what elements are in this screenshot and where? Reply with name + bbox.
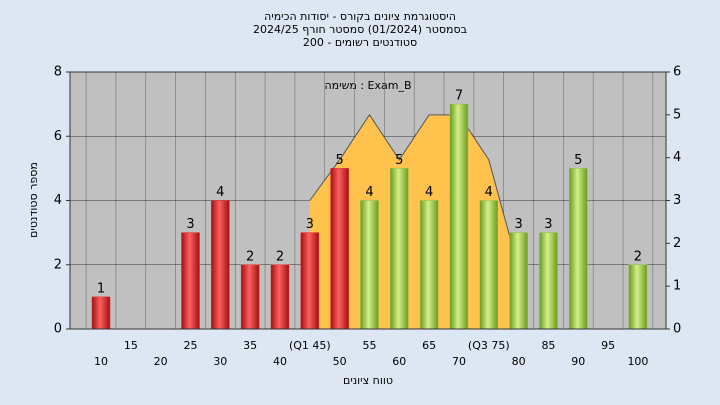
- bar: [539, 232, 558, 330]
- data-label: 5: [574, 153, 582, 168]
- y-tick-label: 2: [54, 257, 62, 272]
- data-label: 5: [395, 153, 403, 168]
- x-tick-label: 25: [183, 339, 197, 352]
- data-label: 5: [335, 153, 343, 168]
- data-label: 2: [276, 249, 284, 264]
- data-label: 1: [97, 281, 105, 296]
- bar: [509, 232, 528, 330]
- y-tick-label: 4: [54, 193, 62, 208]
- x-tick-label: 40: [273, 355, 287, 368]
- x-tick-label: 50: [333, 355, 347, 368]
- data-label: 3: [186, 217, 194, 232]
- x-tick-label: 20: [154, 355, 168, 368]
- y-tick-label: 8: [54, 65, 62, 80]
- y2-tick-label: 2: [673, 236, 681, 251]
- y-axis-label: מספר סטודנטים: [27, 162, 40, 238]
- bar: [628, 264, 648, 330]
- y2-tick-label: 0: [673, 322, 681, 337]
- x-tick-label: (Q1 45): [289, 339, 331, 352]
- x-axis-label: טווח ציונים: [343, 374, 393, 387]
- y-tick-label: 0: [54, 322, 62, 337]
- x-tick-label: 80: [512, 355, 526, 368]
- y2-tick-label: 3: [673, 193, 681, 208]
- x-tick-label: 55: [362, 339, 376, 352]
- chart-subtitle: סטודנטים רשומים - 200: [303, 36, 417, 49]
- bar: [390, 168, 409, 330]
- chart-subtitle: בסמסטר (01/2024) סמסטר חורף 2024/25: [253, 23, 467, 36]
- data-label: 2: [634, 249, 642, 264]
- x-tick-label: 15: [124, 339, 138, 352]
- data-label: 3: [306, 217, 314, 232]
- x-tick-label: 65: [422, 339, 436, 352]
- x-tick-label: 95: [601, 339, 615, 352]
- data-label: 7: [455, 89, 463, 104]
- bar: [419, 200, 439, 330]
- x-tick-label: 30: [213, 355, 227, 368]
- y-tick-label: 6: [54, 129, 62, 144]
- overlay-line: [309, 113, 520, 270]
- bar: [360, 200, 379, 330]
- x-tick-label: 60: [392, 355, 406, 368]
- y2-tick-label: 5: [673, 107, 681, 122]
- data-label: 4: [216, 185, 224, 200]
- chart-title: היסטוגרמת ציונים בקורס - יסודות הכימיה: [264, 10, 456, 23]
- bar: [569, 168, 588, 330]
- data-label: 3: [514, 217, 522, 232]
- x-tick-label: 100: [627, 355, 648, 368]
- bar: [181, 232, 200, 330]
- data-label: 4: [425, 185, 433, 200]
- x-tick-label: 70: [452, 355, 466, 368]
- data-label: 2: [246, 249, 254, 264]
- data-label: 4: [485, 185, 493, 200]
- y2-tick-label: 6: [673, 65, 681, 80]
- bar: [300, 232, 320, 330]
- x-tick-label: (Q3 75): [468, 339, 510, 352]
- bar: [479, 200, 499, 330]
- plot-border: [69, 71, 667, 330]
- bar: [270, 264, 290, 330]
- x-tick-label: 35: [243, 339, 257, 352]
- x-tick-label: 10: [94, 355, 108, 368]
- annotation: משימה : Exam_B: [324, 79, 411, 92]
- bar: [330, 168, 349, 330]
- data-label: 3: [544, 217, 552, 232]
- bar: [211, 200, 230, 330]
- y2-tick-label: 4: [673, 150, 681, 165]
- bar: [240, 264, 260, 330]
- data-label: 4: [365, 185, 373, 200]
- y2-tick-label: 1: [673, 279, 681, 294]
- bar: [91, 296, 111, 330]
- bar: [449, 103, 469, 330]
- x-tick-label: 85: [541, 339, 555, 352]
- x-tick-label: 90: [571, 355, 585, 368]
